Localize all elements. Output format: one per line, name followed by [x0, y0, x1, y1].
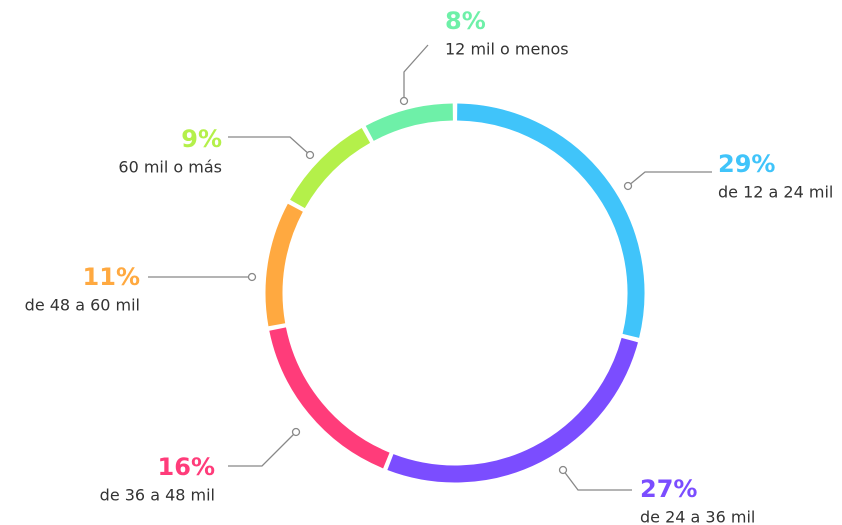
leader-dot — [247, 272, 257, 282]
leader-dot — [399, 96, 409, 106]
donut-segment — [365, 103, 454, 141]
donut-segment — [387, 337, 638, 483]
category-label: de 48 a 60 mil — [25, 296, 140, 315]
category-label: 60 mil o más — [118, 158, 222, 177]
value-label: 8% — [445, 7, 486, 35]
category-label: de 24 a 36 mil — [640, 508, 755, 525]
category-label: 12 mil o menos — [445, 40, 569, 59]
donut-segment — [269, 327, 390, 469]
donut-segment — [457, 103, 645, 338]
leader-dot — [623, 181, 633, 191]
leader-dot — [305, 150, 315, 160]
category-label: de 36 a 48 mil — [100, 486, 215, 505]
donut-segment — [265, 203, 303, 327]
leader-line — [228, 136, 311, 156]
donut-segment — [290, 128, 371, 209]
leader-line — [228, 431, 297, 467]
value-label: 9% — [181, 125, 222, 153]
leader-line — [627, 171, 712, 187]
leader-dot — [558, 465, 568, 475]
leader-line — [403, 44, 429, 101]
leader-line — [562, 469, 632, 491]
value-label: 16% — [158, 453, 215, 481]
category-label: de 12 a 24 mil — [718, 183, 833, 202]
value-label: 11% — [83, 263, 140, 291]
leader-dot — [291, 427, 301, 437]
value-label: 29% — [718, 150, 775, 178]
value-label: 27% — [640, 475, 697, 503]
